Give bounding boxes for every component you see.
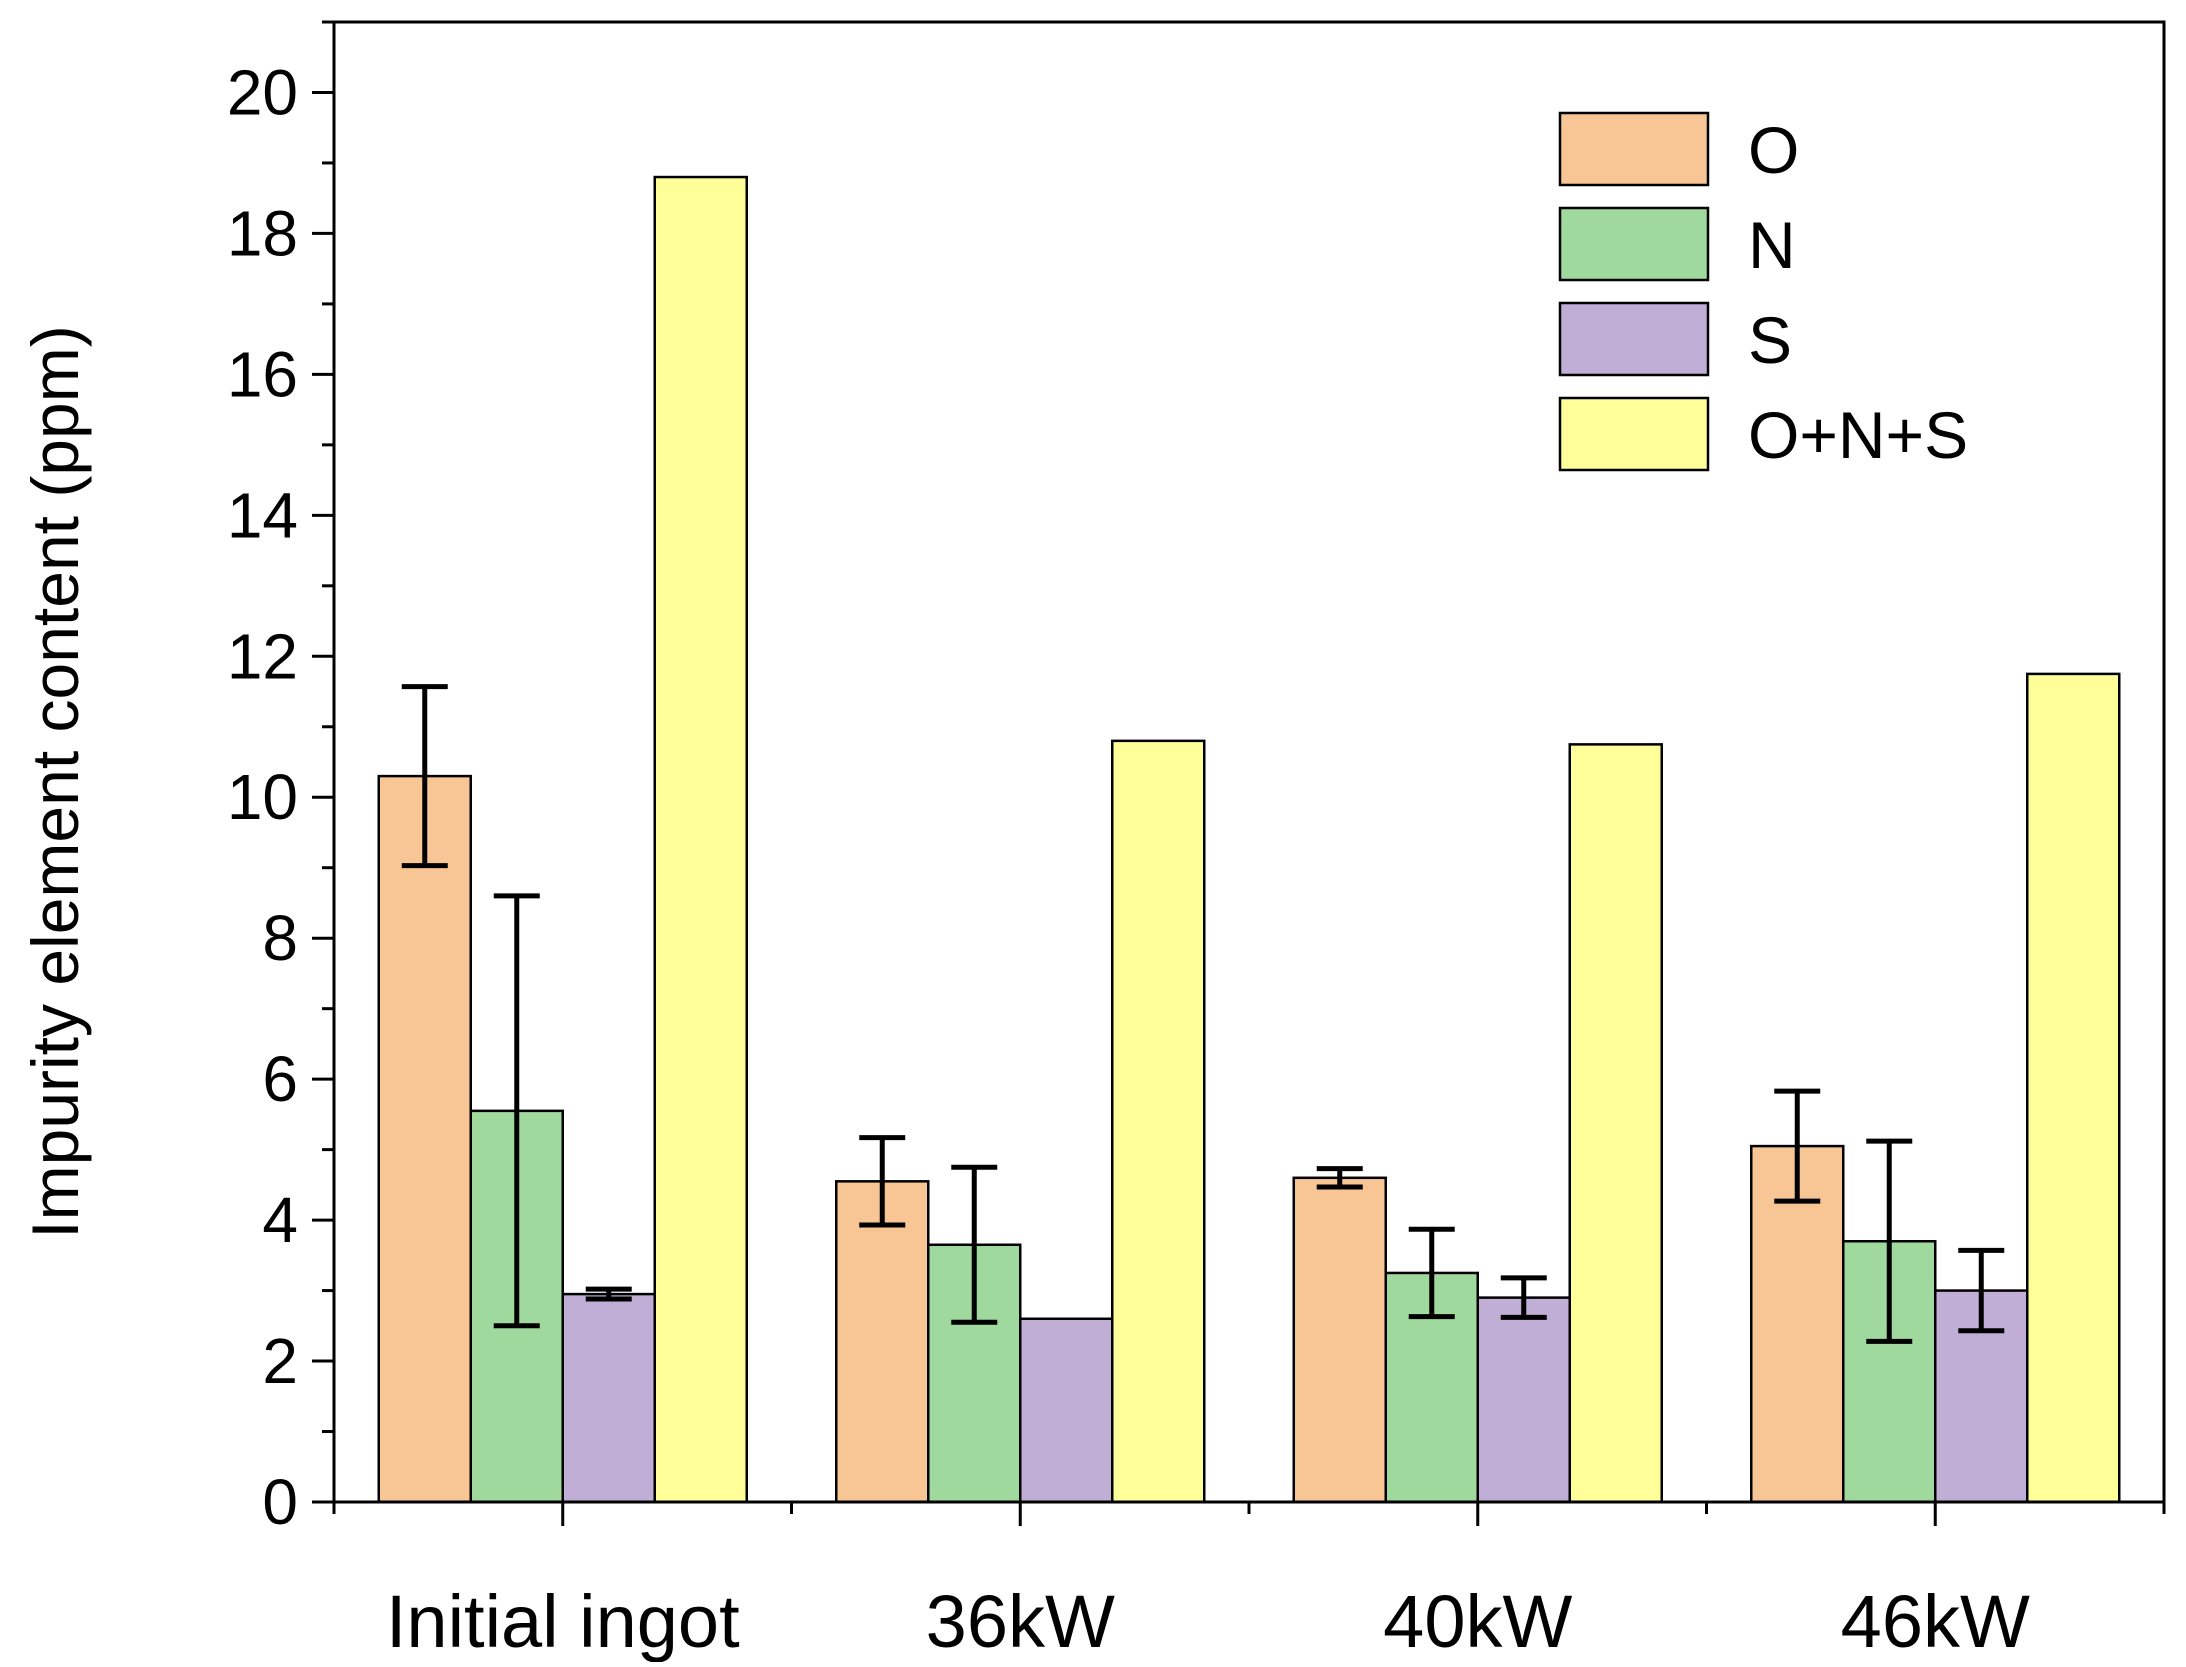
error-bar-O-40kw	[1316, 1166, 1363, 1190]
y-tick-label: 16	[227, 338, 298, 410]
y-tick-label: 14	[227, 479, 298, 551]
bar-S-initial-ingot	[561, 1292, 656, 1504]
y-tick-label: 0	[262, 1466, 298, 1538]
error-bars-layer	[401, 684, 2005, 1344]
bars-layer	[377, 175, 2121, 1504]
error-bar-N-46kw	[1866, 1138, 1913, 1344]
y-tick-label: 4	[262, 1184, 298, 1256]
error-bar-N-initial-ingot	[493, 893, 540, 1329]
y-tick-label: 10	[227, 761, 298, 833]
y-tick-label: 6	[262, 1043, 298, 1115]
y-tick-label: 2	[262, 1325, 298, 1397]
bar-O-36kw	[835, 1180, 930, 1504]
legend: ONS O+N+S	[1558, 111, 1968, 472]
error-bar-O-36kw	[859, 1135, 906, 1228]
bar-O+N+S-40kw	[1568, 743, 1663, 1504]
y-tick-label: 12	[227, 620, 298, 692]
bar-O+N+S-46kw	[2026, 672, 2121, 1504]
legend-label-N: N	[1748, 208, 1796, 282]
y-tick-label: 18	[227, 197, 298, 269]
bar-S-36kw	[1019, 1317, 1114, 1504]
x-category-label: 46kW	[1841, 1580, 2030, 1662]
error-bar-N-36kw	[951, 1164, 998, 1325]
error-bar-N-40kw	[1408, 1226, 1455, 1320]
y-tick-label: 20	[227, 56, 298, 128]
x-category-label: 36kW	[926, 1580, 1115, 1662]
labels-layer: 0 2 4 6 8 10 12 14 16 18 20 Initial ingot 36kW 40kW 46…	[18, 56, 2030, 1663]
x-category-label: 40kW	[1383, 1580, 1572, 1662]
bar-O+N+S-initial-ingot	[653, 175, 748, 1504]
x-category-label: Initial ingot	[386, 1580, 740, 1662]
y-axis-label: Impurity element content (ppm)	[18, 325, 92, 1238]
legend-label-O: O	[1748, 113, 1799, 187]
bar-S-40kw	[1476, 1296, 1571, 1504]
legend-swatch-S	[1558, 301, 1710, 377]
bar-O-40kw	[1292, 1176, 1387, 1504]
ticks-layer	[312, 20, 2166, 1526]
legend-swatch-O+N+S	[1558, 396, 1710, 472]
error-bar-S-46kw	[1958, 1247, 2005, 1334]
y-tick-label: 8	[262, 902, 298, 974]
legend-label-O+N+S: O+N+S	[1748, 398, 1968, 472]
bar-O-initial-ingot	[377, 774, 472, 1504]
error-bar-O-initial-ingot	[401, 684, 448, 869]
legend-label-S: S	[1748, 303, 1792, 377]
error-bar-O-46kw	[1774, 1088, 1821, 1204]
legend-swatch-N	[1558, 206, 1710, 282]
error-bar-S-initial-ingot	[585, 1286, 632, 1302]
legend-swatch-O	[1558, 111, 1710, 187]
bar-O+N+S-36kw	[1111, 739, 1206, 1504]
error-bar-S-40kw	[1500, 1275, 1547, 1320]
